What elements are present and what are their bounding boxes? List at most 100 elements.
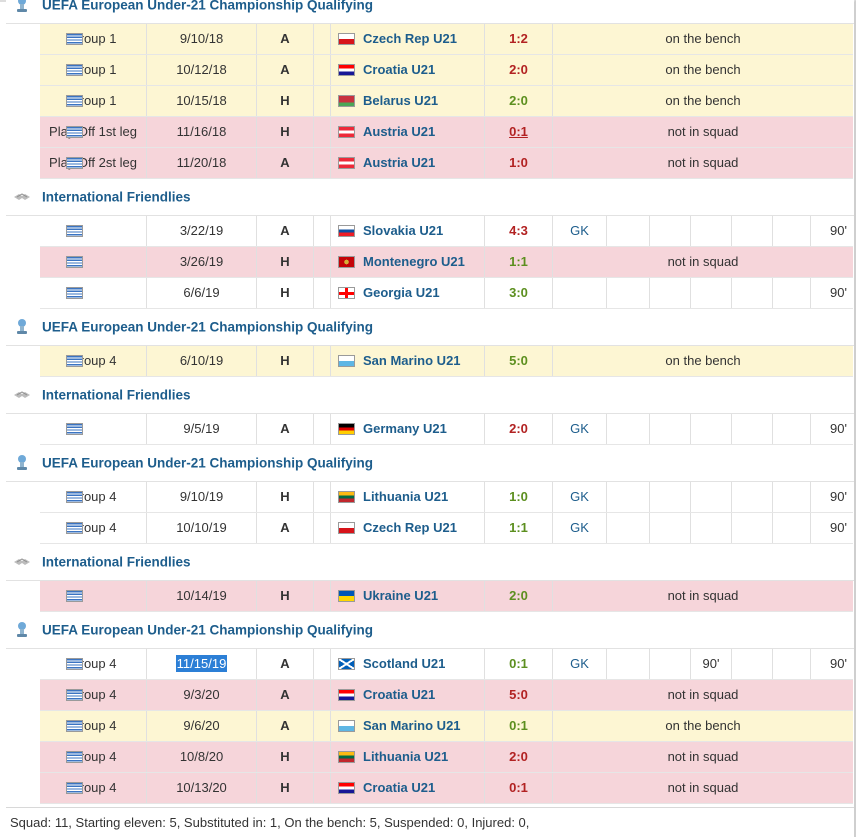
group-label: Group 4 [40,513,147,543]
cz-flag-icon [338,522,355,534]
opponent-team-link[interactable]: Montenegro U21 [330,247,485,277]
stat-cell [650,482,691,512]
competition-title[interactable]: UEFA European Under-21 Championship Qual… [42,319,374,335]
stat-cell: 90' [691,649,732,679]
group-label [40,581,147,611]
sm-flag-icon [338,355,355,367]
venue-indicator: A [257,24,314,54]
opponent-team-link[interactable]: Belarus U21 [330,86,485,116]
greece-flag-icon [66,423,83,435]
match-result-link[interactable]: 0:1 [485,711,553,741]
competition-title[interactable]: International Friendlies [42,554,191,570]
match-row: Group 1 10/12/18 A Croatia U21 2:0 on the ben… [40,55,853,86]
match-result-link[interactable]: 0:1 [485,117,553,147]
opponent-team-link[interactable]: Georgia U21 [330,278,485,308]
opponent-team-link[interactable]: Czech Rep U21 [330,513,485,543]
opponent-team-link[interactable]: Slovakia U21 [330,216,485,246]
match-row: Group 4 6/10/19 H San Marino U21 5:0 on the b… [40,346,853,377]
match-result-link[interactable]: 1:1 [485,513,553,543]
opponent-team-link[interactable]: Lithuania U21 [330,742,485,772]
venue-indicator: A [257,55,314,85]
opponent-team-link[interactable]: Germany U21 [330,414,485,444]
opponent-team-link[interactable]: San Marino U21 [330,711,485,741]
greece-flag-icon [66,225,83,237]
match-result-link[interactable]: 3:0 [485,278,553,308]
greece-flag-icon [66,689,83,701]
group-label: Group 4 [40,773,147,803]
opponent-team-link[interactable]: Czech Rep U21 [330,24,485,54]
de-flag-icon [338,423,355,435]
match-result-link[interactable]: 1:2 [485,24,553,54]
group-label: Group 1 [40,55,147,85]
match-result-link[interactable]: 1:1 [485,247,553,277]
opponent-team-link[interactable]: Croatia U21 [330,55,485,85]
competition-title[interactable]: UEFA European Under-21 Championship Qual… [42,0,374,13]
stat-cell [607,649,650,679]
venue-indicator: A [257,711,314,741]
venue-indicator: H [257,742,314,772]
match-result-link[interactable]: 0:1 [485,773,553,803]
venue-indicator: H [257,346,314,376]
venue-indicator: H [257,247,314,277]
minutes-played: 90' [830,656,847,671]
opponent-team-link[interactable]: Austria U21 [330,117,485,147]
match-result-link[interactable]: 2:0 [485,581,553,611]
opponent-team-link[interactable]: Croatia U21 [330,773,485,803]
match-result-link[interactable]: 1:0 [485,148,553,178]
handshake-icon [14,193,30,200]
stat-cell [607,482,650,512]
match-result-link[interactable]: 2:0 [485,742,553,772]
match-result-link[interactable]: 5:0 [485,680,553,710]
greece-flag-icon [66,720,83,732]
group-label [40,414,147,444]
match-result-link[interactable]: 2:0 [485,86,553,116]
venue-indicator: H [257,773,314,803]
appearance-note: on the bench [665,718,741,733]
match-result-link[interactable]: 0:1 [485,649,553,679]
stat-cell [732,278,773,308]
match-result-link[interactable]: 2:0 [485,414,553,444]
cz-flag-icon [338,33,355,45]
opponent-team-link[interactable]: Austria U21 [330,148,485,178]
opponent-team-link[interactable]: Lithuania U21 [330,482,485,512]
match-result-link[interactable]: 4:3 [485,216,553,246]
trophy-icon [17,319,27,334]
competition-title[interactable]: UEFA European Under-21 Championship Qual… [42,455,374,471]
opponent-team-link[interactable]: San Marino U21 [330,346,485,376]
greece-flag-icon [66,157,83,169]
match-date: 6/6/19 [147,278,257,308]
competition-title[interactable]: UEFA European Under-21 Championship Qual… [42,622,374,638]
hr-flag-icon [338,64,355,76]
match-result-link[interactable]: 2:0 [485,55,553,85]
group-label [40,278,147,308]
venue-indicator: H [257,581,314,611]
opponent-team-link[interactable]: Croatia U21 [330,680,485,710]
stat-cell [607,513,650,543]
stat-cell [732,216,773,246]
greece-flag-icon [66,126,83,138]
stat-cell [607,216,650,246]
match-date: 10/12/18 [147,55,257,85]
match-row: 6/6/19 H Georgia U21 3:0 90' [40,278,853,309]
trophy-icon [17,0,27,12]
minutes-played: 90' [830,489,847,504]
match-result-link[interactable]: 1:0 [485,482,553,512]
opponent-team-link[interactable]: Scotland U21 [330,649,485,679]
match-result-link[interactable]: 5:0 [485,346,553,376]
stat-cell [732,414,773,444]
opponent-team-link[interactable]: Ukraine U21 [330,581,485,611]
appearance-note: on the bench [665,353,741,368]
trophy-icon [17,622,27,637]
greece-flag-icon [66,95,83,107]
match-row: Group 4 9/10/19 H Lithuania U21 1:0 GK 90' [40,482,853,513]
venue-indicator: A [257,513,314,543]
at-flag-icon [338,157,355,169]
greece-flag-icon [66,355,83,367]
stat-cell [773,414,811,444]
competition-title[interactable]: International Friendlies [42,189,191,205]
match-date: 3/26/19 [147,247,257,277]
match-date: 10/13/20 [147,773,257,803]
match-row: Group 4 10/13/20 H Croatia U21 0:1 not in squ… [40,773,853,804]
competition-title[interactable]: International Friendlies [42,387,191,403]
match-row: Play Off 1st leg 11/16/18 H Austria U21 0:1 n… [40,117,853,148]
